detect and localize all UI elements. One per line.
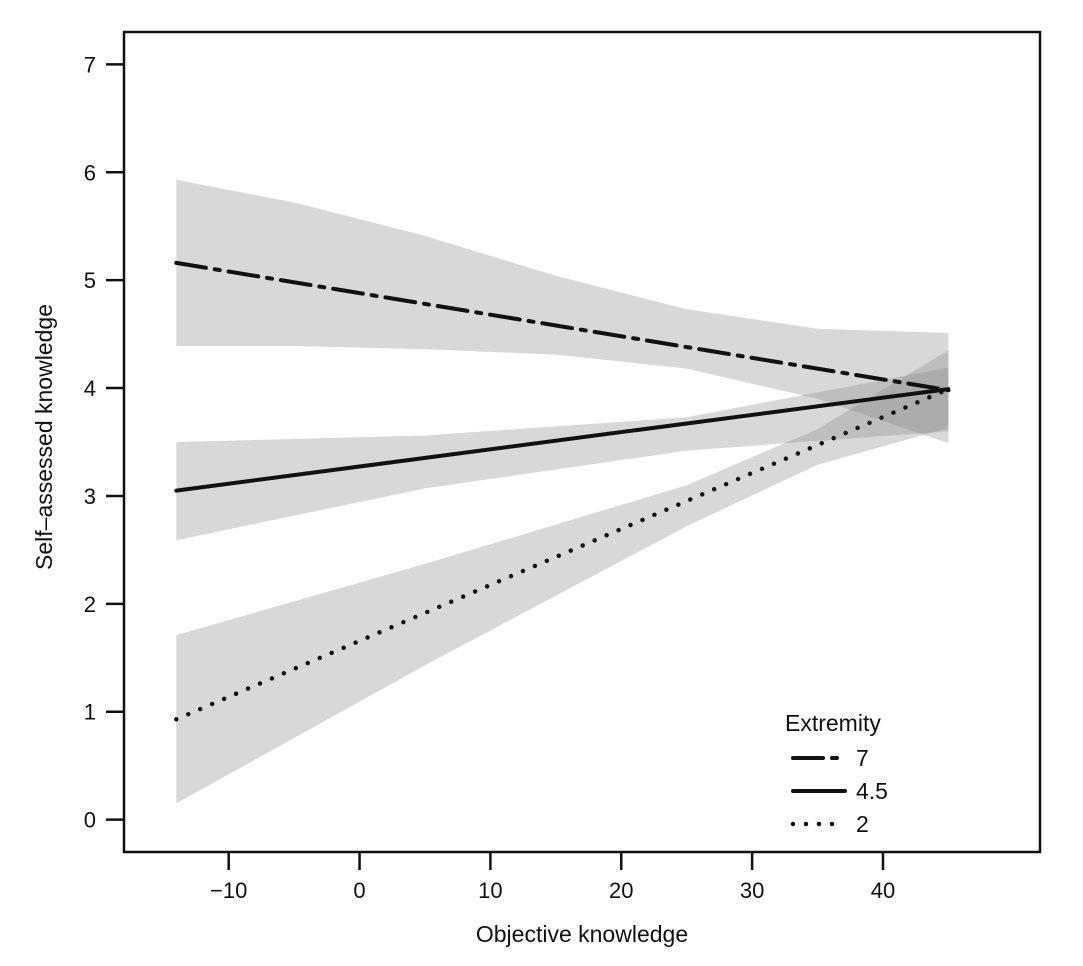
x-tick-label: −10	[210, 878, 247, 903]
plot-frame	[122, 30, 1042, 854]
series-line-0	[174, 260, 951, 393]
y-tick-label: 5	[84, 268, 96, 293]
x-axis: −10 0 10 20 30 40	[210, 852, 895, 903]
confidence-band-2	[176, 350, 949, 804]
y-axis: 0 1 2 3 4 5 6 7	[84, 52, 124, 833]
x-tick-label: 10	[478, 878, 502, 903]
legend-label-2: 2	[856, 811, 869, 837]
y-tick-label: 1	[84, 700, 96, 725]
y-tick-label: 6	[84, 160, 96, 185]
y-tick-label: 0	[84, 808, 96, 833]
legend: Extremity 7 4.5 2	[785, 710, 888, 837]
x-tick-label: 30	[740, 878, 764, 903]
legend-label-1: 4.5	[856, 778, 888, 804]
confidence-bands	[176, 179, 949, 804]
legend-label-0: 7	[856, 745, 869, 771]
series-lines	[174, 260, 951, 722]
x-tick-label: 40	[871, 878, 895, 903]
confidence-band-0	[176, 179, 949, 444]
x-tick-label: 0	[353, 878, 365, 903]
series-line-1	[174, 387, 951, 493]
y-tick-label: 7	[84, 52, 96, 77]
x-tick-label: 20	[609, 878, 633, 903]
x-axis-title: Objective knowledge	[476, 921, 688, 947]
series-line-2	[174, 386, 951, 722]
y-axis-title: Self–assessed knowledge	[31, 304, 57, 570]
y-tick-label: 4	[84, 376, 96, 401]
y-tick-label: 3	[84, 484, 96, 509]
legend-title: Extremity	[785, 710, 881, 736]
y-tick-label: 2	[84, 592, 96, 617]
confidence-band-1	[176, 367, 949, 541]
